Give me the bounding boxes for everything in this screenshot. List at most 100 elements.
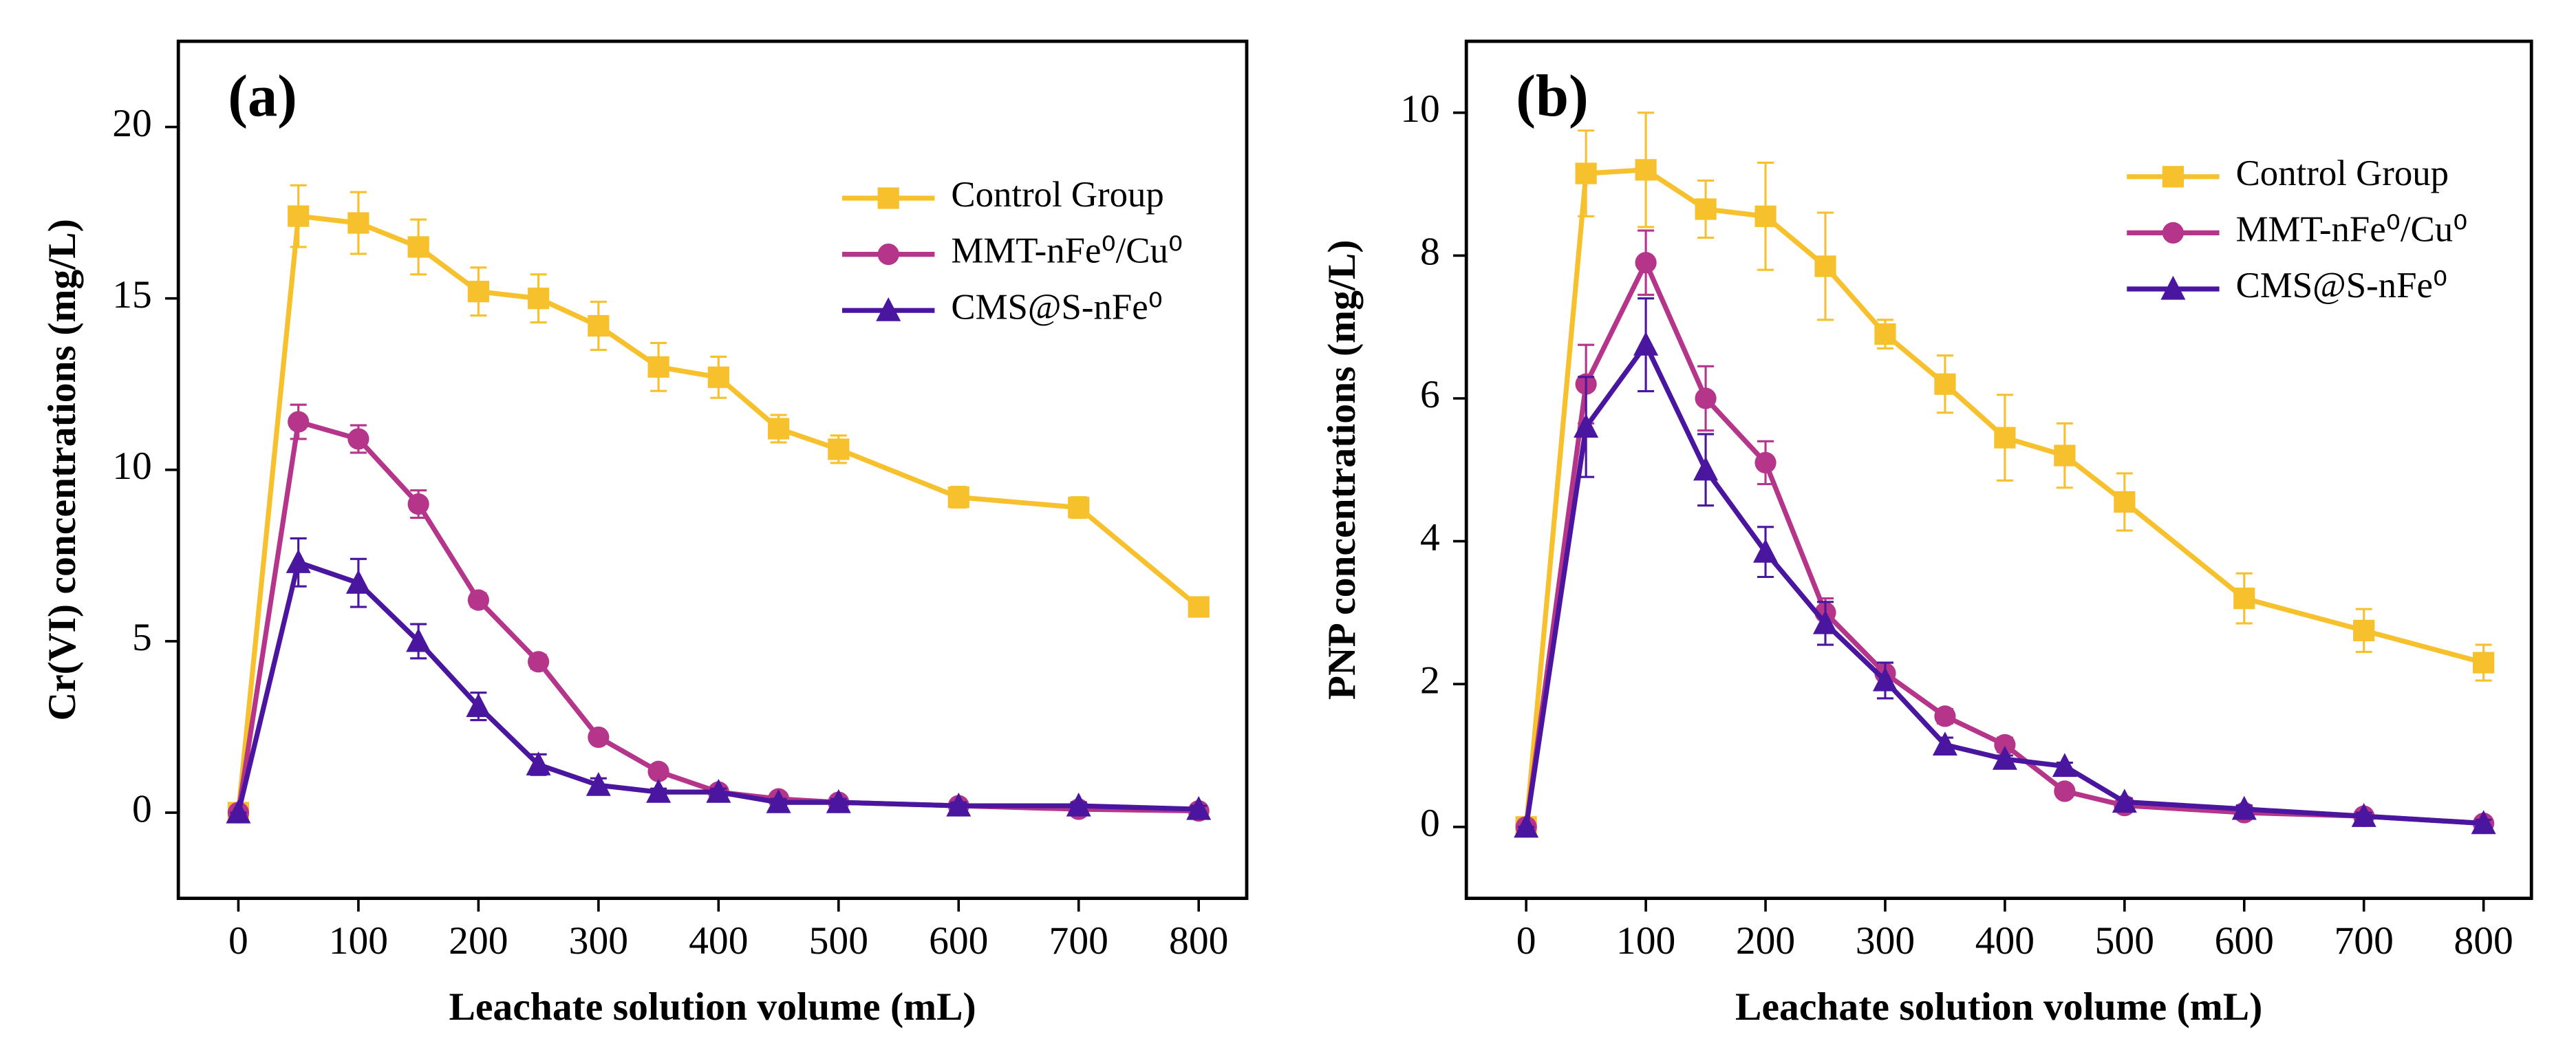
marker: [1994, 427, 2016, 449]
marker: [1514, 813, 1539, 838]
marker: [1635, 252, 1657, 274]
marker: [528, 651, 550, 673]
legend-marker: [876, 297, 901, 321]
x-tick-label: 100: [1616, 919, 1675, 963]
marker: [288, 411, 310, 433]
marker: [1693, 456, 1719, 481]
marker: [345, 570, 371, 594]
series-line: [1523, 340, 2484, 828]
marker: [1753, 538, 1779, 563]
marker: [647, 356, 669, 378]
x-tick-label: 0: [228, 919, 248, 963]
y-tick-label: 15: [112, 273, 152, 317]
marker: [1814, 255, 1836, 277]
marker: [2471, 810, 2496, 835]
marker: [347, 428, 369, 450]
marker: [588, 314, 610, 337]
marker: [1188, 596, 1210, 618]
legend-marker: [877, 244, 899, 266]
legend-marker: [2160, 275, 2186, 300]
y-tick-label: 4: [1420, 516, 1440, 559]
marker: [226, 799, 251, 824]
marker: [1633, 331, 1659, 356]
x-tick-label: 300: [569, 919, 628, 963]
marker: [1695, 198, 1717, 220]
marker: [2231, 795, 2257, 820]
x-tick-label: 100: [329, 919, 388, 963]
marker: [288, 205, 310, 227]
marker: [947, 486, 969, 508]
y-tick-label: 8: [1420, 231, 1440, 274]
y-tick-label: 6: [1420, 373, 1440, 416]
marker: [286, 549, 311, 573]
x-tick-label: 500: [809, 919, 868, 963]
legend-label: MMT-nFe⁰/Cu⁰: [951, 231, 1183, 271]
marker: [2233, 588, 2255, 610]
legend-label: CMS@S-nFe⁰: [951, 287, 1162, 327]
marker: [2052, 753, 2077, 778]
marker: [1992, 745, 2017, 770]
marker: [2112, 789, 2137, 813]
marker: [2473, 652, 2495, 674]
x-tick-label: 600: [929, 919, 988, 963]
y-axis-label: Cr(VI) concentrations (mg/L): [41, 219, 84, 720]
x-axis-label: Leachate solution volume (mL): [1735, 985, 2262, 1029]
marker: [1574, 414, 1599, 438]
marker: [1754, 451, 1777, 474]
x-tick-label: 400: [1975, 919, 2035, 963]
series-line: [235, 418, 1199, 814]
series-line: [1523, 257, 2484, 828]
marker: [1994, 733, 2016, 756]
x-tick-label: 200: [1736, 919, 1795, 963]
marker: [766, 789, 791, 813]
legend-marker: [2162, 222, 2184, 244]
legend-marker: [877, 187, 899, 209]
x-tick-label: 600: [2215, 919, 2274, 963]
marker: [646, 778, 672, 803]
marker: [1932, 731, 1957, 756]
marker: [1186, 795, 1212, 820]
marker: [407, 493, 429, 515]
x-tick-label: 700: [1049, 919, 1108, 963]
marker: [1754, 205, 1777, 227]
marker: [2351, 803, 2376, 827]
marker: [526, 751, 551, 775]
marker: [406, 628, 431, 652]
y-tick-label: 5: [132, 616, 152, 659]
marker: [588, 726, 610, 749]
marker: [1068, 497, 1090, 519]
marker: [946, 792, 972, 817]
marker: [1872, 667, 1898, 692]
marker: [1635, 159, 1657, 181]
y-tick-label: 0: [132, 787, 152, 830]
marker: [826, 789, 851, 813]
legend-marker: [2162, 166, 2184, 188]
marker: [706, 778, 731, 803]
y-tick-label: 10: [1400, 87, 1440, 131]
marker: [1874, 323, 1896, 345]
x-tick-label: 800: [2454, 919, 2513, 963]
marker: [647, 760, 669, 782]
marker: [2054, 780, 2076, 802]
marker: [2353, 619, 2375, 641]
legend-label: Control Group: [2236, 153, 2449, 193]
legend-label: Control Group: [951, 175, 1163, 215]
x-axis-label: Leachate solution volume (mL): [449, 985, 976, 1029]
legend-label: MMT-nFe⁰/Cu⁰: [2236, 210, 2468, 250]
x-tick-label: 300: [1856, 919, 1915, 963]
marker: [2054, 444, 2076, 467]
marker: [1066, 792, 1091, 817]
x-tick-label: 800: [1169, 919, 1228, 963]
x-tick-label: 500: [2095, 919, 2154, 963]
plot-frame: [176, 39, 1249, 900]
marker: [347, 212, 369, 234]
marker: [1695, 387, 1717, 409]
y-axis-label: PNP concentrations (mg/L): [1320, 239, 1364, 700]
panel-label: (a): [228, 63, 297, 129]
x-tick-label: 700: [2334, 919, 2393, 963]
x-tick-label: 0: [1516, 919, 1536, 963]
marker: [1934, 373, 1956, 395]
panel-label: (b): [1516, 63, 1589, 129]
marker: [466, 693, 491, 718]
